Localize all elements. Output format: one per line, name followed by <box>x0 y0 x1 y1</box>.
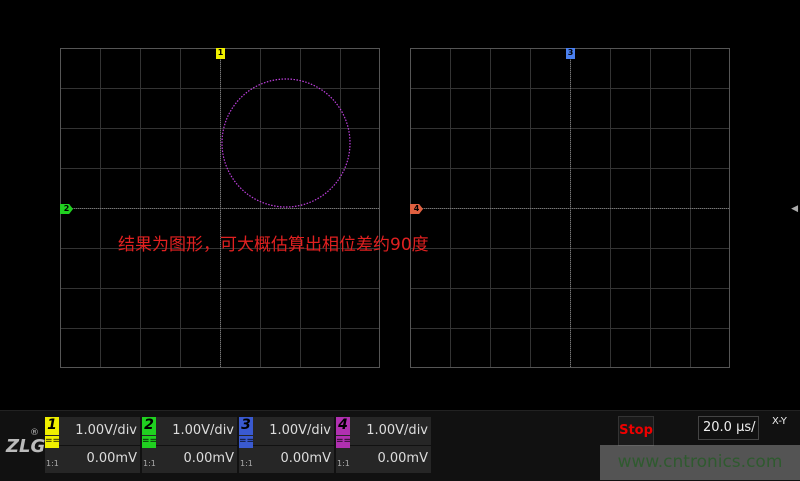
ch1-marker[interactable]: 1 <box>216 48 225 59</box>
vertical-offset: 0.00mV <box>377 451 428 466</box>
watermark: www.cntronics.com <box>600 445 800 480</box>
vertical-offset: 0.00mV <box>183 451 234 466</box>
vertical-scale: 1.00V/div <box>366 423 428 438</box>
probe-ratio: 1:1 <box>46 459 59 468</box>
ch4-marker[interactable]: 4 <box>410 204 423 214</box>
channel-number: 3 <box>239 417 253 435</box>
ch2-marker[interactable]: 2 <box>60 204 73 214</box>
channel-number: 1 <box>45 417 59 435</box>
logo-registered: ® <box>30 428 39 438</box>
dc-coupling-icon: == <box>336 436 352 448</box>
channel-number: 4 <box>336 417 350 435</box>
annotation-text: 结果为图形，可大概估算出相位差约90度 <box>118 235 429 255</box>
ch3-marker[interactable]: 3 <box>566 48 575 59</box>
run-stop-button[interactable]: Stop <box>618 416 654 446</box>
probe-ratio: 1:1 <box>143 459 156 468</box>
dc-coupling-icon: == <box>239 436 255 448</box>
logo: ZLG <box>6 436 46 457</box>
channel-1-panel[interactable]: 1 == 1:1 1.00V/div 0.00mV <box>45 417 140 473</box>
channel-number: 2 <box>142 417 156 435</box>
vertical-scale: 1.00V/div <box>172 423 234 438</box>
vertical-scale: 1.00V/div <box>269 423 331 438</box>
xy-plot-right <box>410 48 730 368</box>
vertical-offset: 0.00mV <box>280 451 331 466</box>
channel-3-panel[interactable]: 3 == 1:1 1.00V/div 0.00mV <box>239 417 334 473</box>
channel-4-panel[interactable]: 4 == 1:1 1.00V/div 0.00mV <box>336 417 431 473</box>
dc-coupling-icon: == <box>45 436 61 448</box>
probe-ratio: 1:1 <box>337 459 350 468</box>
vertical-offset: 0.00mV <box>86 451 137 466</box>
xy-plot-left <box>60 48 380 368</box>
vertical-scale: 1.00V/div <box>75 423 137 438</box>
probe-ratio: 1:1 <box>240 459 253 468</box>
dc-coupling-icon: == <box>142 436 158 448</box>
side-panel-toggle-icon[interactable]: ◀ <box>791 204 798 214</box>
channel-2-panel[interactable]: 2 == 1:1 1.00V/div 0.00mV <box>142 417 237 473</box>
lissajous-trace <box>221 78 351 208</box>
y-axis <box>570 49 571 367</box>
display-mode[interactable]: X-Y <box>772 416 787 427</box>
y-axis <box>220 49 221 367</box>
timebase-display[interactable]: 20.0 μs/ <box>698 416 759 440</box>
